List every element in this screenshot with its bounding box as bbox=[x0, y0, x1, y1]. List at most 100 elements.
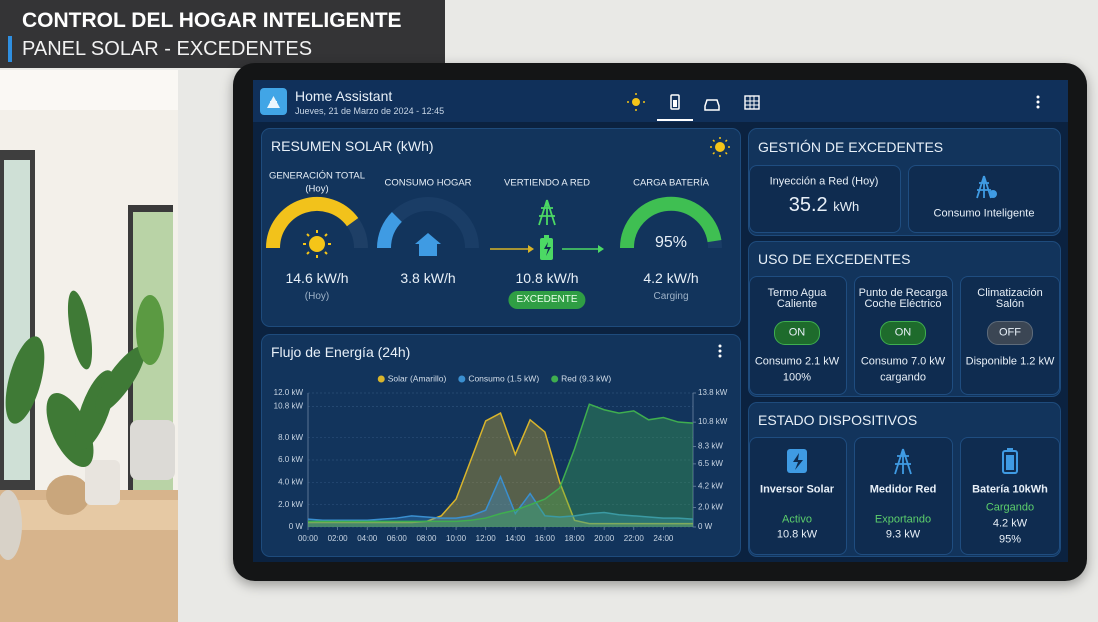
legend-swatch bbox=[377, 375, 385, 383]
y2-tick-label: 13.8 kW bbox=[698, 388, 728, 397]
device-value: 9.3 kW bbox=[885, 528, 921, 541]
app-datetime: Jueves, 21 de Marzo de 2024 - 12:45 bbox=[295, 106, 445, 116]
gauge-label: GENERACIÓN TOTAL bbox=[268, 170, 366, 182]
y-tick-label: 0 W bbox=[289, 522, 304, 531]
x-tick-label: 04:00 bbox=[357, 534, 378, 543]
gauge-value: 14.6 kW/h bbox=[285, 270, 349, 286]
tile-label[interactable]: Consumo Inteligente bbox=[933, 207, 1035, 220]
tile-label: Inyección a Red (Hoy) bbox=[769, 175, 879, 188]
x-tick-label: 10:00 bbox=[446, 534, 467, 543]
gauge-label: CARGA BATERÍA bbox=[633, 177, 709, 189]
y-tick-label: 10.8 kW bbox=[274, 402, 304, 411]
x-tick-label: 12:00 bbox=[476, 534, 497, 543]
chart-title: Flujo de Energía (24h) bbox=[271, 344, 411, 360]
y-tick-label: 8.0 kW bbox=[278, 433, 303, 442]
legend-label: Solar (Amarillo) bbox=[388, 373, 447, 383]
legend-label: Red (9.3 kW) bbox=[561, 373, 611, 383]
surplus-badge: EXCEDENTE bbox=[508, 291, 586, 309]
x-tick-label: 00:00 bbox=[298, 534, 319, 543]
device-detail: cargando bbox=[880, 371, 926, 384]
app-header bbox=[253, 80, 1068, 122]
card-title: RESUMEN SOLAR (kWh) bbox=[271, 138, 434, 154]
app-name: Home Assistant bbox=[295, 88, 393, 104]
device-detail: 100% bbox=[782, 371, 812, 384]
x-tick-label: 20:00 bbox=[594, 534, 615, 543]
series-line bbox=[308, 412, 693, 525]
series-area bbox=[308, 413, 693, 527]
x-tick-label: 06:00 bbox=[387, 534, 408, 543]
series-area bbox=[308, 404, 693, 527]
device-name: Inversor Solar bbox=[760, 483, 834, 496]
gauge-label: (Hoy) bbox=[305, 183, 329, 195]
device-status: Exportando bbox=[874, 513, 932, 526]
y2-tick-label: 0 W bbox=[698, 522, 713, 531]
toggle-state[interactable]: ON bbox=[894, 326, 912, 339]
y-tick-label: 4.0 kW bbox=[278, 477, 303, 486]
y2-tick-label: 4.2 kW bbox=[698, 481, 723, 490]
card-title: GESTIÓN DE EXCEDENTES bbox=[758, 139, 944, 155]
device-name: Batería 10kWh bbox=[972, 483, 1048, 496]
y-tick-label: 6.0 kW bbox=[278, 455, 303, 464]
banner-accent bbox=[8, 36, 12, 62]
x-tick-label: 24:00 bbox=[653, 534, 674, 543]
legend-label: Consumo (1.5 kW) bbox=[468, 373, 539, 383]
injection-value: 35.2 bbox=[788, 194, 828, 216]
y2-tick-label: 2.0 kW bbox=[698, 503, 723, 512]
device-status: Cargando bbox=[985, 501, 1035, 514]
card-title: ESTADO DISPOSITIVOS bbox=[758, 412, 918, 428]
legend-item[interactable]: Consumo (1.5 kW) bbox=[458, 373, 539, 383]
gauge-value: 3.8 kW/h bbox=[400, 270, 456, 286]
y2-tick-label: 10.8 kW bbox=[698, 417, 728, 426]
gauge-label: CONSUMO HOGAR bbox=[384, 177, 472, 189]
device-value: 10.8 kW bbox=[776, 528, 818, 541]
legend-item[interactable]: Solar (Amarillo) bbox=[377, 373, 447, 383]
x-tick-label: 02:00 bbox=[328, 534, 349, 543]
legend-swatch bbox=[551, 375, 559, 383]
device-extra: 95% bbox=[998, 533, 1022, 546]
banner-subtitle: PANEL SOLAR - EXCEDENTES bbox=[22, 38, 313, 60]
gauge-note: Carging bbox=[653, 291, 689, 302]
series-area bbox=[308, 476, 693, 527]
gauge-note: (Hoy) bbox=[304, 291, 330, 302]
device-detail: Consumo 2.1 kW bbox=[754, 355, 840, 368]
gauge-percent: 95% bbox=[654, 234, 688, 251]
device-status: Activo bbox=[782, 513, 812, 526]
device-value: 4.2 kW bbox=[992, 517, 1028, 530]
toggle[interactable] bbox=[987, 321, 1033, 345]
flow-value: 10.8 kW/h bbox=[515, 270, 579, 286]
banner-title: CONTROL DEL HOGAR INTELIGENTE bbox=[22, 9, 402, 32]
device-name: Punto de Recarga Coche Eléctrico bbox=[858, 287, 948, 310]
x-tick-label: 22:00 bbox=[624, 534, 645, 543]
toggle[interactable] bbox=[880, 321, 926, 345]
toggle-state[interactable]: ON bbox=[788, 326, 806, 339]
toggle[interactable] bbox=[774, 321, 820, 345]
device-name: Termo Agua Caliente bbox=[767, 287, 827, 310]
flow-label: VERTIENDO A RED bbox=[504, 177, 590, 189]
x-tick-label: 18:00 bbox=[565, 534, 586, 543]
card-title: USO DE EXCEDENTES bbox=[758, 251, 911, 267]
banner bbox=[0, 0, 445, 68]
device-detail: Consumo 7.0 kW bbox=[860, 355, 946, 368]
y2-tick-label: 8.3 kW bbox=[698, 442, 723, 451]
injection-unit: kWh bbox=[833, 199, 860, 214]
device-name: Climatización Salón bbox=[977, 287, 1043, 310]
x-tick-label: 08:00 bbox=[416, 534, 437, 543]
y-tick-label: 12.0 kW bbox=[274, 388, 304, 397]
gauge-value: 4.2 kW/h bbox=[643, 270, 699, 286]
legend-swatch bbox=[458, 375, 466, 383]
y-tick-label: 2.0 kW bbox=[278, 500, 303, 509]
device-detail: Disponible 1.2 kW bbox=[965, 355, 1055, 368]
x-tick-label: 16:00 bbox=[535, 534, 556, 543]
x-tick-label: 14:00 bbox=[505, 534, 526, 543]
series-line bbox=[308, 403, 694, 523]
device-name: Medidor Red bbox=[869, 483, 937, 496]
tile-value: 35.2 kWh bbox=[789, 195, 860, 215]
y2-tick-label: 6.5 kW bbox=[698, 459, 723, 468]
device-tile bbox=[960, 437, 1060, 555]
legend-item[interactable]: Red (9.3 kW) bbox=[551, 373, 611, 383]
injection-tile bbox=[749, 165, 901, 233]
toggle-state[interactable]: OFF bbox=[999, 326, 1021, 339]
